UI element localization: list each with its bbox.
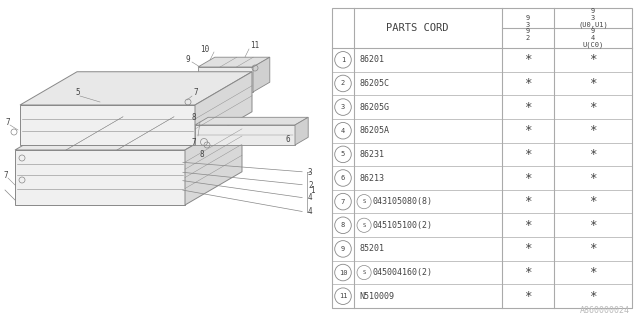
Text: *: * [589, 266, 596, 279]
Polygon shape [20, 105, 195, 145]
Text: 85201: 85201 [359, 244, 384, 253]
Text: 86213: 86213 [359, 173, 384, 182]
Text: 11: 11 [339, 293, 348, 299]
Text: *: * [524, 290, 532, 303]
Text: *: * [524, 100, 532, 114]
Text: S: S [362, 223, 365, 228]
Polygon shape [198, 67, 253, 92]
Text: *: * [524, 243, 532, 255]
Text: 3: 3 [308, 167, 312, 177]
Text: 9
4
U(C0): 9 4 U(C0) [582, 28, 604, 48]
Text: 9
3
(U0,U1): 9 3 (U0,U1) [578, 8, 608, 28]
Polygon shape [195, 72, 252, 145]
Text: 9: 9 [185, 55, 189, 64]
Text: *: * [589, 195, 596, 208]
Text: *: * [589, 219, 596, 232]
Text: 6: 6 [285, 135, 290, 144]
Text: 1: 1 [310, 186, 315, 195]
Text: 6: 6 [341, 175, 345, 181]
Text: 5: 5 [75, 88, 79, 97]
Text: S: S [362, 270, 365, 275]
Text: *: * [589, 124, 596, 137]
Text: 4: 4 [308, 194, 312, 203]
Polygon shape [195, 117, 308, 125]
Text: 045004160(2): 045004160(2) [372, 268, 432, 277]
Text: *: * [524, 148, 532, 161]
Text: *: * [589, 53, 596, 66]
Text: 7: 7 [193, 88, 198, 97]
Text: *: * [524, 124, 532, 137]
Polygon shape [20, 72, 252, 105]
Text: 86201: 86201 [359, 55, 384, 64]
Text: *: * [589, 290, 596, 303]
Text: *: * [524, 195, 532, 208]
Text: 8: 8 [341, 222, 345, 228]
Text: *: * [589, 100, 596, 114]
Text: 7: 7 [192, 138, 196, 147]
Polygon shape [195, 125, 295, 145]
Text: 86205G: 86205G [359, 103, 389, 112]
Text: 9: 9 [341, 246, 345, 252]
Text: 4: 4 [308, 207, 312, 217]
Text: 2: 2 [308, 180, 312, 189]
Text: *: * [524, 266, 532, 279]
Text: 8: 8 [192, 113, 196, 122]
Polygon shape [198, 57, 270, 67]
Bar [332, 8, 632, 308]
Text: *: * [524, 219, 532, 232]
Text: 11: 11 [250, 41, 259, 50]
Polygon shape [15, 117, 242, 150]
Text: 86231: 86231 [359, 150, 384, 159]
Polygon shape [185, 117, 242, 205]
Polygon shape [295, 117, 308, 145]
Text: 4: 4 [341, 128, 345, 134]
Text: *: * [524, 77, 532, 90]
Text: 9
3
9
2: 9 3 9 2 [526, 15, 530, 41]
Text: 86205A: 86205A [359, 126, 389, 135]
Text: 5: 5 [341, 151, 345, 157]
Text: 043105080(8): 043105080(8) [372, 197, 432, 206]
Text: *: * [589, 243, 596, 255]
Text: *: * [589, 172, 596, 185]
Text: *: * [524, 172, 532, 185]
Text: 1: 1 [341, 57, 345, 63]
Text: 86205C: 86205C [359, 79, 389, 88]
Polygon shape [253, 57, 270, 92]
Text: S: S [362, 199, 365, 204]
Text: 3: 3 [341, 104, 345, 110]
Text: 10: 10 [200, 45, 209, 54]
Text: 7: 7 [3, 171, 8, 180]
Text: 7: 7 [341, 199, 345, 204]
Text: *: * [589, 148, 596, 161]
Text: 045105100(2): 045105100(2) [372, 221, 432, 230]
Text: *: * [524, 53, 532, 66]
Text: *: * [589, 77, 596, 90]
Text: 8: 8 [200, 150, 205, 159]
Text: N510009: N510009 [359, 292, 394, 301]
Text: 10: 10 [339, 269, 348, 276]
Text: 2: 2 [341, 80, 345, 86]
Text: A860000024: A860000024 [580, 306, 630, 315]
Polygon shape [15, 150, 185, 205]
Text: PARTS CORD: PARTS CORD [386, 23, 448, 33]
Text: 7: 7 [5, 118, 10, 127]
